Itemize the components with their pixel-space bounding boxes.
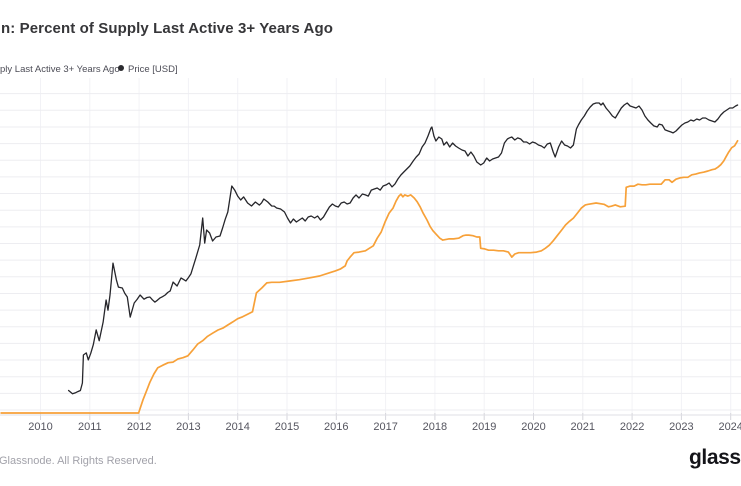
x-axis-label: 2011 bbox=[77, 421, 102, 433]
page-title: n: Percent of Supply Last Active 3+ Year… bbox=[1, 20, 333, 37]
x-axis-label: 2023 bbox=[669, 421, 694, 433]
legend-item-price: Price [USD] bbox=[118, 64, 178, 75]
x-axis-label: 2018 bbox=[422, 421, 448, 433]
x-axis-label: 2019 bbox=[471, 421, 497, 433]
x-axis-label: 2012 bbox=[126, 421, 152, 433]
footer-copyright: Glassnode. All Rights Reserved. bbox=[0, 455, 157, 467]
x-axis-label: 2020 bbox=[521, 421, 546, 433]
glassnode-logo: glassnode bbox=[689, 446, 741, 469]
x-axis-label: 2021 bbox=[570, 421, 596, 433]
x-axis-label: 2022 bbox=[619, 421, 645, 433]
x-axis-label: 2013 bbox=[176, 421, 201, 433]
legend-item-supply-label: ply Last Active 3+ Years Ago bbox=[0, 64, 120, 75]
x-axis-label: 2017 bbox=[373, 421, 398, 433]
price-line bbox=[67, 102, 739, 395]
x-axis-label: 2015 bbox=[274, 421, 300, 433]
legend-item-supply: ply Last Active 3+ Years Ago bbox=[0, 64, 120, 75]
price-legend-dot-icon bbox=[118, 65, 124, 72]
x-axis-label: 2014 bbox=[225, 421, 250, 433]
legend-item-price-label: Price [USD] bbox=[128, 64, 178, 75]
x-axis-label: 2024 bbox=[718, 421, 741, 433]
x-axis-label: 2010 bbox=[28, 421, 53, 433]
x-axis-label: 2016 bbox=[324, 421, 349, 433]
supply-line bbox=[0, 139, 739, 414]
